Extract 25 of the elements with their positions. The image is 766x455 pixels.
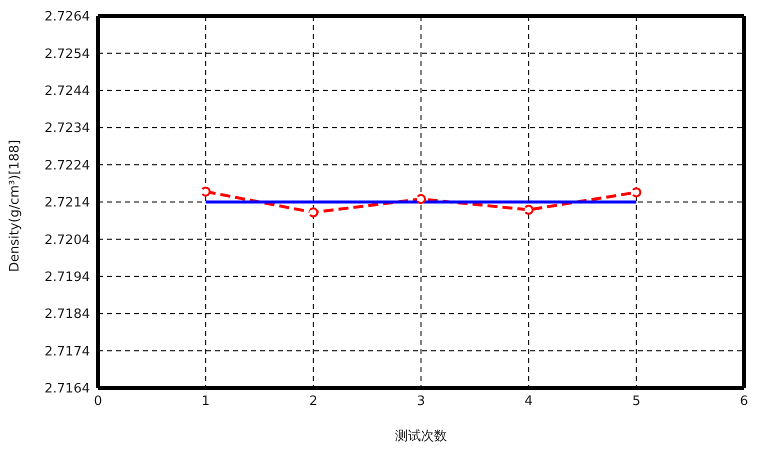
x-tick-label: 0 xyxy=(94,394,102,410)
point xyxy=(631,187,642,198)
y-tick-label: 2.7254 xyxy=(44,46,90,62)
x-tick-label: 2 xyxy=(309,394,318,410)
x-tick-label: 4 xyxy=(524,394,533,410)
y-tick-label: 2.7194 xyxy=(44,270,90,286)
point xyxy=(308,207,318,218)
y-tick-label: 2.7264 xyxy=(44,10,90,25)
y-tick-label: 2.7244 xyxy=(44,84,90,100)
x-tick-label: 5 xyxy=(632,394,640,410)
x-tick-label: 3 xyxy=(416,394,426,410)
point xyxy=(416,194,426,204)
y-tick-label: 2.7184 xyxy=(44,307,90,322)
y-tick-label: 2.7224 xyxy=(44,158,90,174)
y-axis-title: Density(g/cm³)[188] xyxy=(8,140,23,272)
y-tick-label: 2.7174 xyxy=(44,344,90,360)
x-tick-label: 6 xyxy=(740,394,748,410)
x-tick-label: 1 xyxy=(202,394,210,410)
y-tick-label: 2.7214 xyxy=(44,196,90,211)
x-axis-title: 测试次数 xyxy=(395,429,447,444)
y-tick-label: 2.7204 xyxy=(44,232,90,248)
point xyxy=(524,204,534,215)
y-tick-label: 2.7164 xyxy=(44,382,90,397)
point xyxy=(200,186,211,197)
y-tick-label: 2.7234 xyxy=(44,121,90,136)
